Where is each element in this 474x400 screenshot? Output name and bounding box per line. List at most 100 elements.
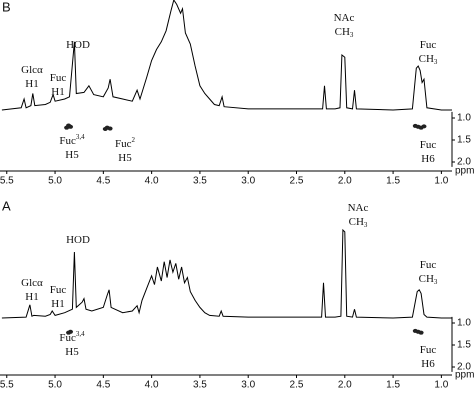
y2-tick-label: 2.0 [457,362,471,373]
annotation-text: H5 [65,149,79,161]
x-axis-label: ppm [455,370,474,381]
annotation-text: H1 [25,291,38,303]
annotation-text: CH [419,273,434,285]
x-tick-label: 3.0 [241,380,255,391]
x-tick-label: 4.0 [145,176,159,187]
annotation-text: CH [419,53,434,65]
cross-peak [418,330,424,335]
annotation-sup: 3,4 [76,133,85,141]
annotation-text: CH [349,216,364,228]
x-tick-label: 4.5 [96,380,110,391]
annotation: HOD [66,39,90,51]
cross-peak [68,124,74,129]
annotation: Fuc3,4 [59,133,85,147]
annotation-text: Fuc [420,259,437,271]
x-tick-label: 1.5 [386,176,400,187]
cross-peak [102,127,108,131]
annotation-text: H5 [118,152,132,164]
annotation-text: H1 [51,86,64,98]
annotation: NAc [348,202,369,214]
annotation-text: Fuc [420,39,437,51]
y2-tick-label: 1.5 [457,340,471,351]
annotation-text: Fuc [50,72,67,84]
x-tick-label: 5.5 [0,176,14,187]
cross-peak [64,125,70,130]
annotation: Fuc [420,344,437,356]
annotation-text: Glcα [21,277,43,289]
cross-peak [107,126,113,131]
annotation: CH3 [419,273,438,286]
annotation-sub: 3 [364,221,368,229]
x-tick-label: 5.5 [0,380,14,391]
x-tick-label: 5.0 [48,176,62,187]
annotation: H6 [421,153,435,165]
annotation: Glcα [21,64,43,76]
annotation-sup: 3,4 [76,330,85,338]
annotation-text: H1 [25,78,38,90]
annotation-text: HOD [66,234,90,246]
x-tick-label: 2.5 [290,380,304,391]
annotation: NAc [334,12,355,24]
annotation-text: Fuc [59,332,76,344]
annotation-text: Fuc [420,139,437,151]
annotation: H5 [65,346,79,358]
annotation-text: Fuc [115,138,132,150]
annotation: H5 [118,152,132,164]
x-tick-label: 3.5 [193,176,207,187]
x-tick-label: 1.0 [434,176,448,187]
annotation-text: CH [335,26,350,38]
annotation: HOD [66,234,90,246]
annotation-text: NAc [348,202,369,214]
spectrum [1,0,452,111]
annotation-text: HOD [66,39,90,51]
cross-peak [66,330,72,335]
annotation: H1 [51,298,64,310]
cross-peak [421,124,427,129]
annotation-sub: 3 [434,58,438,66]
annotation: CH3 [335,26,354,39]
annotation: H1 [25,78,38,90]
annotation: Fuc3,4 [59,330,85,344]
x-tick-label: 2.5 [290,176,304,187]
annotation-text: Fuc [59,135,76,147]
x-tick-label: 1.5 [386,380,400,391]
annotation: H1 [25,291,38,303]
annotation: H1 [51,86,64,98]
annotation-text: NAc [334,12,355,24]
spectrum [1,228,452,319]
x-tick-label: 2.0 [338,176,352,187]
y2-tick-label: 1.0 [457,318,471,329]
x-axis-label: ppm [455,166,474,177]
annotation-text: Fuc [420,344,437,356]
annotation: Fuc [420,39,437,51]
annotation: H5 [65,149,79,161]
annotation-sub: 3 [434,278,438,286]
annotation: Glcα [21,277,43,289]
annotation: Fuc [50,72,67,84]
panel-label: B [2,0,11,14]
x-tick-label: 4.0 [145,380,159,391]
annotation-text: H6 [421,358,435,370]
annotation-text: Glcα [21,64,43,76]
annotation-text: H5 [65,346,79,358]
x-tick-label: 4.5 [96,176,110,187]
annotation: H6 [421,358,435,370]
annotation-sup: 2 [132,136,136,144]
y2-tick-label: 1.5 [457,135,471,146]
annotation: CH3 [349,216,368,229]
x-tick-label: 5.0 [48,380,62,391]
y2-tick-label: 2.0 [457,157,471,168]
annotation-text: Fuc [50,284,67,296]
x-tick-label: 2.0 [338,380,352,391]
annotation: Fuc2 [115,136,136,150]
annotation-text: H1 [51,298,64,310]
x-tick-label: 3.0 [241,176,255,187]
annotation-text: H6 [421,153,435,165]
annotation: Fuc [50,284,67,296]
annotation: Fuc [420,139,437,151]
y2-tick-label: 1.0 [457,113,471,124]
x-tick-label: 3.5 [193,380,207,391]
annotation-sub: 3 [350,31,354,39]
annotation: Fuc [420,259,437,271]
